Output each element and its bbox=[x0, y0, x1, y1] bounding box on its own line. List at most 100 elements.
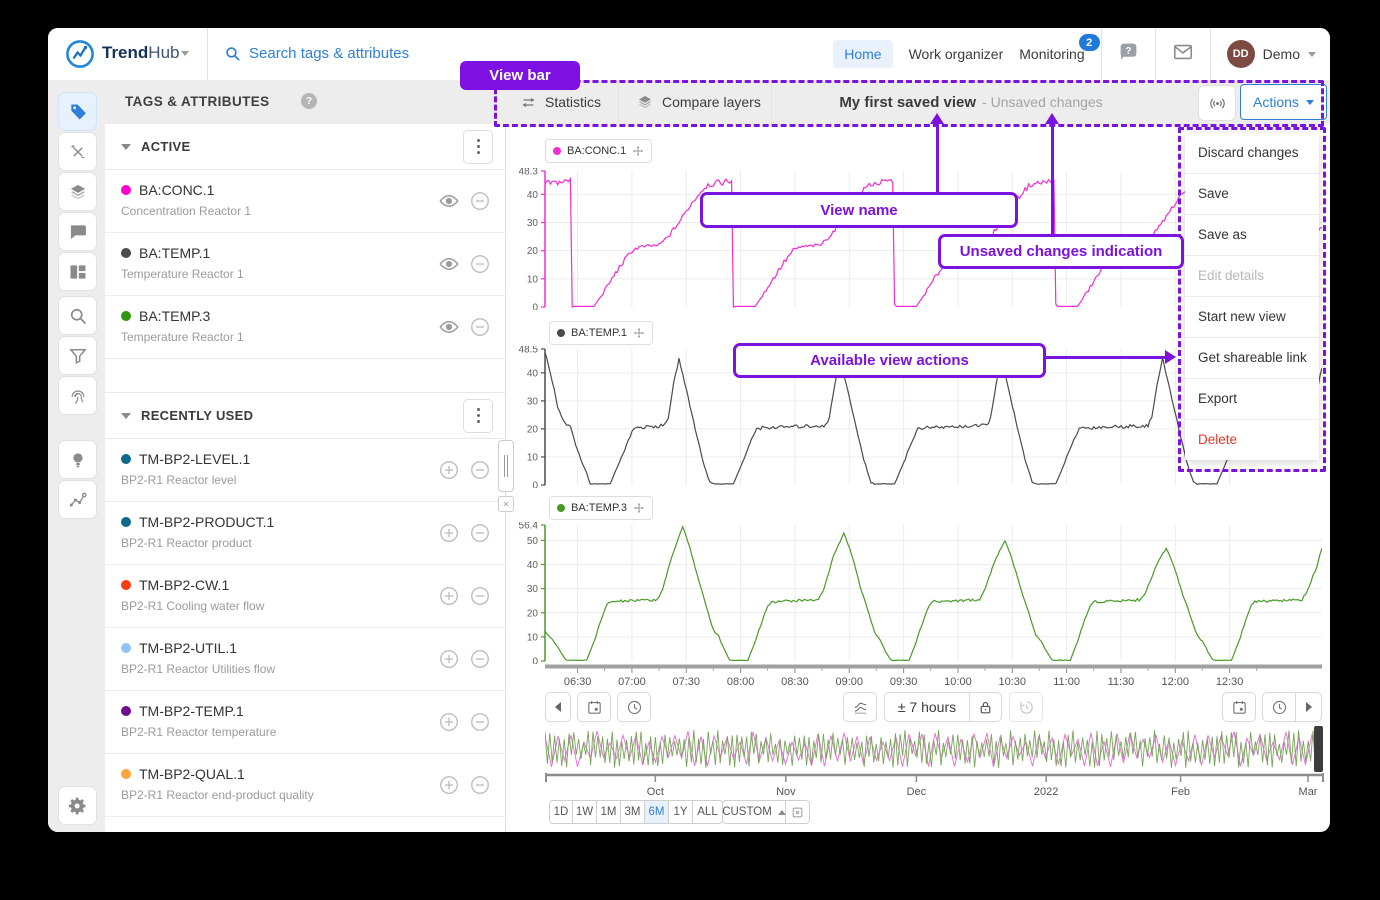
search-input[interactable]: Search tags & attributes bbox=[249, 45, 410, 62]
remove-tag-icon[interactable] bbox=[469, 774, 491, 796]
add-tag-icon[interactable] bbox=[438, 648, 460, 670]
rail-formulas-button[interactable] bbox=[58, 132, 97, 171]
user-menu[interactable]: DD Demo bbox=[1226, 40, 1316, 68]
workspace-chevron-down-icon[interactable] bbox=[181, 51, 189, 56]
range-1w-button[interactable]: 1W bbox=[573, 800, 597, 824]
time-window-button[interactable]: ± 7 hours bbox=[884, 692, 970, 722]
tag-row[interactable]: BA:CONC.1 Concentration Reactor 1 bbox=[105, 170, 505, 233]
visibility-eye-icon[interactable] bbox=[438, 253, 460, 275]
remove-tag-icon[interactable] bbox=[469, 711, 491, 733]
panel-collapse-button[interactable]: × bbox=[498, 496, 514, 512]
range-3m-button[interactable]: 3M bbox=[621, 800, 645, 824]
remove-tag-icon[interactable] bbox=[469, 522, 491, 544]
rail-settings-button[interactable] bbox=[58, 786, 97, 825]
tag-row[interactable]: TM-BP2-PRODUCT.1 BP2-R1 Reactor product bbox=[105, 502, 505, 565]
svg-text:09:00: 09:00 bbox=[836, 676, 864, 688]
context-navigator[interactable] bbox=[545, 728, 1322, 770]
time-axis[interactable]: 06:30 07:00 07:30 08:00 08:30 09:00 09:30 10:00… bbox=[507, 664, 1322, 690]
chevron-up-icon bbox=[777, 809, 786, 815]
rail-search-button[interactable] bbox=[58, 296, 97, 335]
clear-custom-range-button[interactable] bbox=[786, 800, 810, 824]
series-chip-temp1[interactable]: BA:TEMP.1 bbox=[549, 321, 654, 345]
rail-layers-button[interactable] bbox=[58, 172, 97, 211]
compare-layers-button[interactable]: Compare layers bbox=[636, 80, 761, 124]
navigator-handle[interactable] bbox=[1314, 726, 1323, 772]
live-mode-button[interactable] bbox=[1198, 85, 1236, 121]
rail-dashboard-button[interactable] bbox=[58, 252, 97, 291]
tag-row[interactable]: BA:TEMP.1 Temperature Reactor 1 bbox=[105, 233, 505, 296]
rail-filter-button[interactable] bbox=[58, 336, 97, 375]
lock-window-button[interactable] bbox=[970, 692, 1002, 722]
remove-tag-icon[interactable] bbox=[469, 585, 491, 607]
start-time-button[interactable] bbox=[617, 692, 651, 722]
rail-recommendations-button[interactable] bbox=[58, 440, 97, 479]
visibility-eye-icon[interactable] bbox=[438, 316, 460, 338]
menu-item-discard-changes[interactable]: Discard changes bbox=[1185, 133, 1319, 174]
add-tag-icon[interactable] bbox=[438, 522, 460, 544]
view-bar-band: TAGS & ATTRIBUTES ? Statistics Compare l… bbox=[48, 80, 1330, 124]
section-active-header[interactable]: ACTIVE bbox=[105, 124, 505, 170]
series-chip-conc[interactable]: BA:CONC.1 bbox=[545, 139, 653, 163]
chart-temp3[interactable]: 0 10 20 30 40 50 56.4 bbox=[507, 522, 1322, 664]
range-6m-button[interactable]: 6M bbox=[645, 800, 669, 824]
navigator-timeline[interactable]: Oct Nov Dec 2022 Feb Mar bbox=[545, 772, 1324, 798]
visibility-eye-icon[interactable] bbox=[438, 190, 460, 212]
filter-icon bbox=[68, 348, 87, 364]
tag-row[interactable]: TM-BP2-QUAL.1 BP2-R1 Reactor end-product… bbox=[105, 754, 505, 817]
range-1d-button[interactable]: 1D bbox=[549, 800, 573, 824]
end-calendar-button[interactable] bbox=[1222, 692, 1256, 722]
end-time-button[interactable] bbox=[1262, 692, 1296, 722]
menu-item-get-shareable-link[interactable]: Get shareable link bbox=[1185, 338, 1319, 379]
svg-text:20: 20 bbox=[527, 608, 539, 619]
menu-item-start-new-view[interactable]: Start new view bbox=[1185, 297, 1319, 338]
range-all-button[interactable]: ALL bbox=[693, 800, 723, 824]
tag-row[interactable]: TM-BP2-TEMP.1 BP2-R1 Reactor temperature bbox=[105, 691, 505, 754]
menu-item-save[interactable]: Save bbox=[1185, 174, 1319, 215]
pan-left-button[interactable] bbox=[545, 692, 571, 722]
add-tag-icon[interactable] bbox=[438, 774, 460, 796]
section-menu-button[interactable] bbox=[463, 398, 493, 433]
panel-resize-handle[interactable] bbox=[498, 440, 514, 492]
series-chip-temp3[interactable]: BA:TEMP.3 bbox=[549, 496, 654, 520]
rail-scatter-button[interactable] bbox=[58, 480, 97, 519]
nav-monitoring[interactable]: Monitoring 2 bbox=[1019, 34, 1100, 62]
pan-right-button[interactable] bbox=[1296, 692, 1322, 722]
svg-text:11:30: 11:30 bbox=[1108, 676, 1135, 688]
history-button[interactable] bbox=[1009, 692, 1043, 722]
rail-tags-button[interactable] bbox=[58, 92, 97, 131]
move-icon bbox=[634, 328, 645, 338]
tag-row[interactable]: TM-BP2-LEVEL.1 BP2-R1 Reactor level bbox=[105, 439, 505, 502]
custom-range-button[interactable]: CUSTOM bbox=[722, 800, 786, 824]
section-menu-button[interactable] bbox=[463, 129, 493, 164]
tag-row[interactable]: TM-BP2-UTIL.1 BP2-R1 Reactor Utilities f… bbox=[105, 628, 505, 691]
tag-row[interactable]: TM-BP2-CW.1 BP2-R1 Cooling water flow bbox=[105, 565, 505, 628]
nav-work-organizer[interactable]: Work organizer bbox=[908, 46, 1004, 62]
menu-item-save-as[interactable]: Save as bbox=[1185, 215, 1319, 256]
remove-tag-icon[interactable] bbox=[469, 316, 491, 338]
remove-tag-icon[interactable] bbox=[469, 648, 491, 670]
menu-item-delete[interactable]: Delete bbox=[1185, 420, 1319, 460]
add-tag-icon[interactable] bbox=[438, 711, 460, 733]
statistics-button[interactable]: Statistics bbox=[520, 80, 601, 124]
range-1m-button[interactable]: 1M bbox=[597, 800, 621, 824]
rail-comments-button[interactable] bbox=[58, 212, 97, 251]
compare-scales-button[interactable] bbox=[843, 692, 877, 722]
actions-button[interactable]: Actions bbox=[1240, 84, 1327, 120]
tags-help-icon[interactable]: ? bbox=[301, 93, 317, 109]
mail-icon[interactable] bbox=[1172, 41, 1194, 68]
tag-description: BP2-R1 Cooling water flow bbox=[121, 599, 265, 613]
remove-tag-icon[interactable] bbox=[469, 459, 491, 481]
tag-row[interactable]: BA:TEMP.3 Temperature Reactor 1 bbox=[105, 296, 505, 359]
add-tag-icon[interactable] bbox=[438, 585, 460, 607]
nav-home[interactable]: Home bbox=[833, 40, 893, 68]
start-calendar-button[interactable] bbox=[577, 692, 611, 722]
help-icon[interactable]: ? bbox=[1118, 41, 1139, 67]
add-tag-icon[interactable] bbox=[438, 459, 460, 481]
remove-tag-icon[interactable] bbox=[469, 190, 491, 212]
remove-tag-icon[interactable] bbox=[469, 253, 491, 275]
rail-fingerprint-button[interactable] bbox=[58, 376, 97, 415]
section-recent-header[interactable]: RECENTLY USED bbox=[105, 392, 505, 439]
section-gap bbox=[105, 359, 505, 392]
range-1y-button[interactable]: 1Y bbox=[669, 800, 693, 824]
menu-item-export[interactable]: Export bbox=[1185, 379, 1319, 420]
